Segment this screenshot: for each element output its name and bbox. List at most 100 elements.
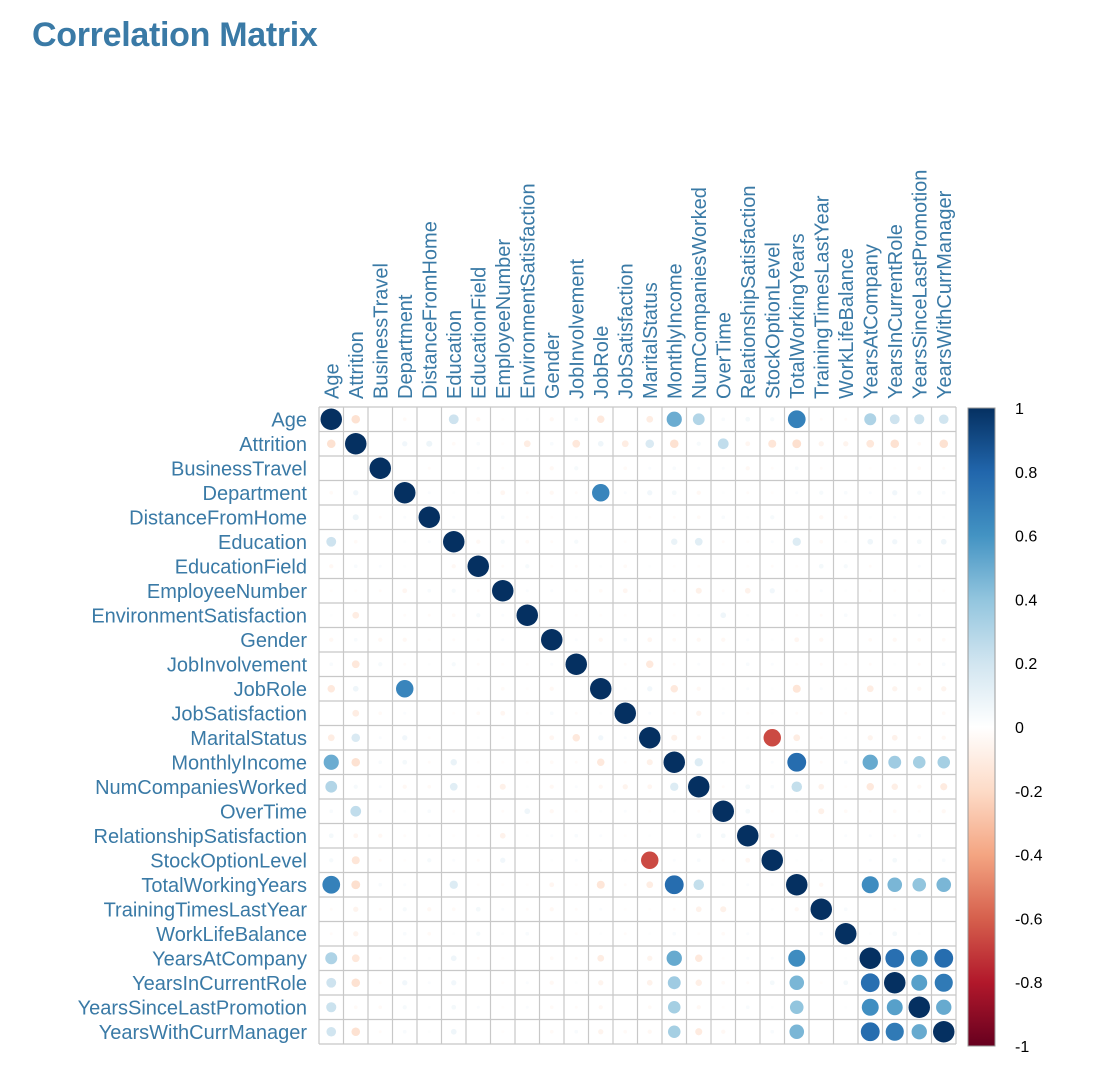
corr-circle-YearsAtCompany-MonthlyIncome — [666, 950, 682, 966]
corr-circle-TotalWorkingYears-MaritalStatus — [646, 881, 654, 889]
corr-circle-Department-MaritalStatus — [647, 490, 653, 496]
corr-circle-Gender-EducationField — [476, 638, 480, 642]
corr-circle-MaritalStatus-Gender — [549, 735, 555, 741]
col-label-EducationField: EducationField — [468, 267, 490, 399]
corr-circle-JobInvolvement-Gender — [550, 662, 554, 666]
corr-circle-BusinessTravel-Gender — [549, 466, 554, 471]
corr-circle-JobRole-DistanceFromHome — [427, 687, 431, 691]
corr-circle-EducationField-JobSatisfaction — [623, 564, 628, 569]
row-label-Attrition: Attrition — [239, 434, 307, 456]
colorbar-tick-label: -0.6 — [1015, 911, 1043, 928]
corr-circle-YearsSinceLastPromotion-Department — [402, 1005, 407, 1010]
corr-circle-EmployeeNumber-NumCompaniesWorked — [695, 587, 702, 594]
corr-circle-TrainingTimesLastYear-NumCompaniesWorked — [695, 906, 702, 913]
corr-circle-OverTime-StockOptionLevel — [770, 809, 774, 813]
corr-circle-Age-OverTime — [721, 417, 726, 422]
corr-circle-YearsAtCompany-YearsSinceLastPromotion — [910, 949, 928, 967]
corr-circle-NumCompaniesWorked-NumCompaniesWorked — [688, 776, 710, 798]
corr-circle-WorkLifeBalance-YearsInCurrentRole — [892, 931, 898, 937]
corr-circle-BusinessTravel-RelationshipSatisfaction — [745, 466, 750, 471]
corr-circle-WorkLifeBalance-DistanceFromHome — [427, 931, 432, 936]
corr-circle-Department-RelationshipSatisfaction — [746, 491, 750, 495]
corr-circle-OverTime-TrainingTimesLastYear — [818, 808, 825, 815]
corr-circle-Department-OverTime — [721, 491, 725, 495]
corr-circle-Education-EmployeeNumber — [500, 539, 505, 544]
corr-circle-Attrition-RelationshipSatisfaction — [745, 441, 751, 447]
corr-circle-StockOptionLevel-Attrition — [351, 856, 360, 865]
corr-circle-MaritalStatus-EnvironmentSatisfaction — [525, 736, 529, 740]
corr-circle-Attrition-JobSatisfaction — [621, 440, 629, 448]
corr-circle-MaritalStatus-YearsInCurrentRole — [891, 734, 898, 741]
corr-circle-JobInvolvement-DistanceFromHome — [427, 662, 431, 666]
corr-circle-YearsInCurrentRole-Department — [402, 980, 408, 986]
corr-circle-YearsSinceLastPromotion-YearsSinceLastPromotion — [908, 996, 930, 1018]
corr-circle-Age-RelationshipSatisfaction — [745, 416, 751, 422]
corr-circle-BusinessTravel-Age — [329, 466, 333, 470]
corr-circle-StockOptionLevel-Gender — [550, 858, 554, 862]
col-label-Age: Age — [321, 363, 343, 399]
corr-circle-RelationshipSatisfaction-YearsWithCurrManager — [942, 834, 946, 838]
corr-circle-OverTime-Attrition — [350, 805, 362, 817]
corr-circle-Gender-MonthlyIncome — [672, 637, 677, 642]
corr-circle-JobRole-Gender — [549, 686, 554, 691]
corr-circle-DistanceFromHome-TrainingTimesLastYear — [819, 515, 824, 520]
corr-circle-MaritalStatus-JobSatisfaction — [623, 736, 627, 740]
corr-circle-EducationField-BusinessTravel — [378, 564, 382, 568]
row-label-JobRole: JobRole — [234, 679, 307, 701]
corr-circle-Age-NumCompaniesWorked — [692, 413, 705, 426]
corr-circle-Age-YearsInCurrentRole — [889, 414, 900, 425]
corr-circle-EmployeeNumber-DistanceFromHome — [427, 588, 432, 593]
corr-circle-Education-EducationField — [476, 539, 481, 544]
corr-circle-Age-EducationField — [476, 417, 481, 422]
corr-circle-WorkLifeBalance-Attrition — [353, 931, 359, 937]
corr-circle-YearsWithCurrManager-MaritalStatus — [647, 1029, 652, 1034]
corr-circle-Gender-Education — [452, 638, 456, 642]
corr-circle-DistanceFromHome-WorkLifeBalance — [843, 515, 848, 520]
corr-circle-YearsWithCurrManager-BusinessTravel — [378, 1030, 382, 1034]
corr-circle-OverTime-MaritalStatus — [648, 809, 652, 813]
corr-circle-YearsInCurrentRole-OverTime — [721, 980, 726, 985]
col-label-BusinessTravel: BusinessTravel — [370, 263, 392, 399]
corr-circle-RelationshipSatisfaction-TotalWorkingYears — [795, 834, 799, 838]
corr-circle-YearsAtCompany-YearsAtCompany — [859, 947, 881, 969]
corr-circle-Education-RelationshipSatisfaction — [746, 540, 750, 544]
corr-circle-YearsAtCompany-MaritalStatus — [647, 955, 653, 961]
corr-circle-Education-EnvironmentSatisfaction — [525, 539, 530, 544]
corr-circle-EmployeeNumber-MaritalStatus — [648, 589, 652, 593]
corr-circle-JobInvolvement-NumCompaniesWorked — [697, 662, 701, 666]
corr-circle-MaritalStatus-EducationField — [476, 736, 480, 740]
colorbar: 1 0.8 0.6 0.4 0.2 0 -0.2 -0.4 -0.6 -0.8 -1 — [967, 401, 1043, 1056]
corr-circle-Gender-MaritalStatus — [647, 637, 653, 643]
corr-circle-Attrition-Education — [451, 441, 456, 446]
corr-circle-JobRole-JobRole — [590, 678, 612, 700]
corr-circle-JobRole-BusinessTravel — [378, 687, 382, 691]
corr-circle-JobInvolvement-JobInvolvement — [565, 653, 587, 675]
corr-circle-YearsSinceLastPromotion-EmployeeNumber — [501, 1005, 505, 1009]
corr-circle-Education-YearsInCurrentRole — [892, 539, 898, 545]
corr-circle-YearsInCurrentRole-YearsWithCurrManager — [934, 973, 953, 992]
corr-circle-TotalWorkingYears-StockOptionLevel — [770, 883, 774, 887]
corr-circle-OverTime-YearsSinceLastPromotion — [917, 809, 921, 813]
corr-circle-Education-TrainingTimesLastYear — [819, 539, 824, 544]
corr-circle-EmployeeNumber-Education — [451, 588, 456, 593]
corr-circle-Attrition-JobRole — [597, 440, 604, 447]
corr-circle-MaritalStatus-TrainingTimesLastYear — [819, 736, 823, 740]
corr-circle-Age-YearsAtCompany — [864, 413, 877, 426]
corr-circle-Gender-WorkLifeBalance — [844, 638, 848, 642]
corr-circle-EducationField-TrainingTimesLastYear — [818, 563, 824, 569]
corr-circle-JobRole-Education — [452, 687, 456, 691]
corr-circle-WorkLifeBalance-MaritalStatus — [648, 932, 652, 936]
corr-circle-StockOptionLevel-JobInvolvement — [574, 858, 578, 862]
corr-circle-NumCompaniesWorked-YearsWithCurrManager — [940, 783, 948, 791]
corr-circle-Education-NumCompaniesWorked — [694, 537, 703, 546]
corr-circle-EnvironmentSatisfaction-Education — [451, 613, 456, 618]
corr-circle-JobSatisfaction-JobSatisfaction — [614, 702, 636, 724]
corr-circle-OverTime-TotalWorkingYears — [795, 809, 799, 813]
corr-circle-YearsWithCurrManager-YearsInCurrentRole — [885, 1022, 904, 1041]
corr-circle-YearsWithCurrManager-Attrition — [351, 1027, 361, 1037]
corr-circle-Education-BusinessTravel — [378, 540, 382, 544]
corr-circle-JobSatisfaction-YearsInCurrentRole — [893, 711, 897, 715]
col-label-Department: Department — [395, 294, 417, 399]
corr-circle-StockOptionLevel-Department — [403, 858, 407, 862]
corr-circle-MonthlyIncome-JobRole — [597, 758, 605, 766]
